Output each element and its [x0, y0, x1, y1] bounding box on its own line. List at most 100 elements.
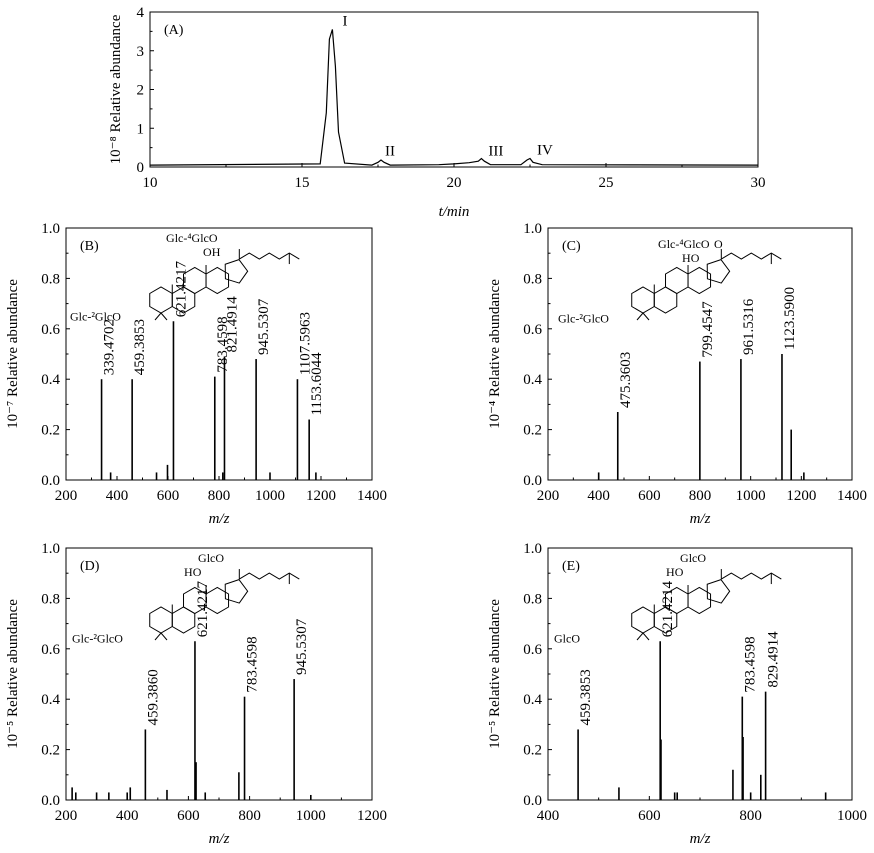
- peak-label: 1107.5963: [297, 312, 313, 375]
- x-tick-label: 1000: [296, 808, 326, 824]
- structure-label: GlcO: [680, 551, 706, 565]
- side-chain-bond: [721, 572, 782, 580]
- y-tick-label: 0.2: [523, 743, 542, 759]
- chart-panel-e: 400 600 800 1000 0.0 0.2 0.4 0.6 0.8 1.0 (E) m/z 10⁻…: [487, 541, 867, 847]
- x-tick-label: 400: [587, 488, 610, 504]
- y-tick-label: 0.0: [41, 473, 60, 489]
- y-tick-label: 3: [137, 44, 145, 60]
- chart-panel-a: 10 15 20 25 30 0 1 2 3 4 (A) t/min 10⁻⁸ Relative abu…: [108, 5, 766, 220]
- peak-label: 945.5307: [256, 298, 272, 355]
- structure-label: O: [714, 237, 723, 251]
- structure-label: Glc-⁴GlcO: [658, 237, 710, 251]
- x-tick-label: 1200: [357, 808, 387, 824]
- x-tick-label: 600: [638, 488, 661, 504]
- peak-label: 783.4598: [245, 636, 261, 692]
- y-tick-label: 0.4: [523, 372, 542, 388]
- x-tick-label: 600: [157, 488, 180, 504]
- y-tick-label: 0.4: [41, 372, 60, 388]
- y-axis-label: 10⁻⁸ Relative abundance: [108, 14, 124, 164]
- x-tick-label: 1200: [306, 488, 336, 504]
- peak-label: 783.4598: [742, 636, 758, 692]
- y-axis-label: 10⁻⁷ Relative abundance: [5, 279, 21, 429]
- peak-label: 829.4914: [766, 631, 782, 688]
- y-axis-label: 10⁻⁴ Relative abundance: [487, 279, 503, 429]
- structure-label: Glc-²GlcO: [558, 312, 609, 326]
- x-tick-label: 800: [739, 808, 762, 824]
- peak-label: 1153.6044: [309, 352, 325, 416]
- y-tick-label: 0.6: [41, 322, 60, 338]
- panel-label: (A): [164, 23, 184, 38]
- y-tick-label: 0.2: [41, 743, 60, 759]
- y-tick-label: 0.4: [41, 692, 60, 708]
- x-tick-label: 1400: [357, 488, 387, 504]
- y-tick-label: 0.6: [523, 322, 542, 338]
- methyl-bond: [154, 312, 162, 321]
- x-tick-label: 15: [295, 175, 310, 191]
- ring-bond: [224, 579, 249, 604]
- ring-bond: [706, 259, 731, 284]
- methyl-bond: [642, 632, 650, 641]
- y-tick-label: 0.8: [41, 591, 60, 607]
- peak-label: 945.5307: [294, 618, 310, 675]
- y-tick-label: 0.8: [523, 271, 542, 287]
- y-tick-label: 0.6: [523, 642, 542, 658]
- x-tick-label: 800: [208, 488, 231, 504]
- ring-bond: [149, 286, 173, 314]
- peak-label: 475.3603: [618, 352, 634, 408]
- x-tick-label: 200: [55, 488, 78, 504]
- panel-label: (C): [562, 239, 581, 254]
- x-tick-label: 600: [638, 808, 661, 824]
- y-tick-label: 0.0: [523, 473, 542, 489]
- peak-annotation: IV: [537, 142, 553, 158]
- panel-label: (B): [80, 239, 99, 254]
- ring-bond: [631, 606, 655, 634]
- y-tick-label: 4: [137, 5, 145, 21]
- y-tick-label: 2: [137, 83, 145, 99]
- x-tick-label: 200: [537, 488, 560, 504]
- ring-bond: [171, 606, 196, 634]
- side-chain-bond: [239, 252, 300, 260]
- x-tick-label: 10: [143, 175, 158, 191]
- y-axis-label: 10⁻⁵ Relative abundance: [487, 599, 503, 749]
- peak-annotation: I: [342, 13, 347, 29]
- panel-label: (D): [80, 559, 100, 574]
- peak-label: 783.4598: [215, 316, 231, 372]
- side-chain-bond: [721, 252, 782, 260]
- methyl-bond: [160, 632, 168, 641]
- plot-frame: [65, 547, 373, 801]
- y-axis-label: 10⁻⁵ Relative abundance: [5, 599, 21, 749]
- x-tick-label: 1400: [837, 488, 867, 504]
- methyl-bond: [642, 312, 650, 321]
- chart-panel-b: 200 400 600 800 1000 1200 1400 0.0 0.2 0.4 0.6 0.8 1…: [5, 221, 387, 527]
- ring-bond: [653, 286, 678, 314]
- side-chain-bond: [239, 572, 300, 580]
- x-tick-label: 600: [177, 808, 200, 824]
- peak-label: 1123.5900: [782, 287, 798, 350]
- y-tick-label: 0.2: [41, 423, 60, 439]
- y-tick-label: 1.0: [41, 541, 60, 557]
- x-tick-label: 800: [238, 808, 261, 824]
- x-axis-label: t/min: [439, 204, 470, 220]
- structure-label: GlcO: [554, 632, 580, 646]
- x-tick-label: 1200: [786, 488, 816, 504]
- plot-frame: [149, 11, 759, 168]
- peak-label: 961.5316: [741, 298, 757, 355]
- structure-label: HO: [682, 251, 700, 265]
- methyl-bond: [160, 312, 168, 321]
- x-tick-label: 400: [537, 808, 560, 824]
- x-axis-label: m/z: [209, 511, 230, 527]
- methyl-bond: [636, 312, 644, 321]
- structure-label: Glc-⁴GlcO: [166, 231, 218, 245]
- y-tick-label: 1: [137, 121, 145, 137]
- peak-label: 821.4914: [224, 296, 240, 353]
- y-tick-label: 0.4: [523, 692, 542, 708]
- ring-bond: [706, 579, 731, 604]
- x-tick-label: 20: [447, 175, 462, 191]
- y-tick-label: 0: [137, 160, 145, 176]
- x-tick-label: 200: [55, 808, 78, 824]
- x-tick-label: 400: [106, 488, 129, 504]
- y-tick-label: 1.0: [523, 541, 542, 557]
